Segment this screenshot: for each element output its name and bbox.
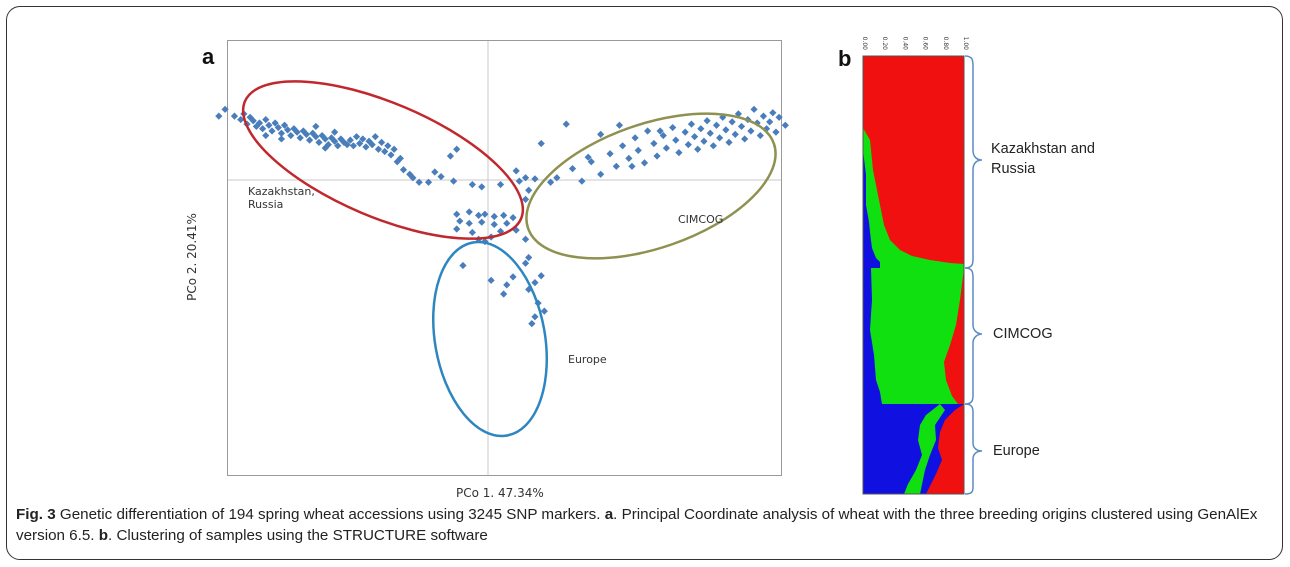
panel-a-label: a: [202, 44, 215, 69]
caption-text-2: . Principal Coordinate analysis of wheat…: [16, 506, 1258, 544]
y-axis-title: PCo 2. 20.41%: [184, 213, 199, 301]
cluster-label-europe: Europe: [568, 353, 607, 366]
structure-label-europe: Europe: [993, 443, 1040, 459]
structure-label-kazakhstan-russia: Kazakhstan and Russia: [991, 141, 1095, 177]
cluster-label-kazakhstan-russia: Kazakhstan, Russia: [248, 185, 315, 211]
caption-text-1: Genetic differentiation of 194 spring wh…: [55, 506, 605, 523]
panel-b-label: b: [838, 46, 852, 71]
figure-caption: Fig. 3 Genetic differentiation of 194 sp…: [16, 504, 1274, 546]
pco-plot-area: [227, 40, 782, 476]
structure-label-cimcog: CIMCOG: [993, 326, 1053, 342]
x-axis-title: PCo 1. 47.34%: [456, 486, 544, 500]
caption-fig-label: Fig. 3: [16, 506, 56, 523]
cluster-label-cimcog: CIMCOG: [678, 213, 724, 226]
caption-text-3: . Clustering of samples using the STRUCT…: [108, 527, 488, 544]
caption-b-label: b: [98, 527, 109, 544]
caption-a-label: a: [604, 506, 614, 523]
